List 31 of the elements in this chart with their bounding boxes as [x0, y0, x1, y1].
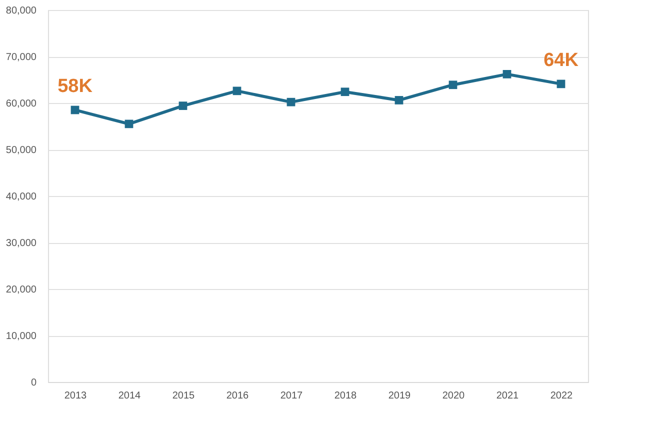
- y-tick-label: 30,000: [6, 238, 37, 249]
- point: [70, 106, 80, 114]
- point: [286, 98, 296, 106]
- y-tick-label: 50,000: [6, 145, 37, 156]
- point: [124, 120, 134, 128]
- point: [448, 80, 458, 90]
- point: [340, 88, 350, 96]
- x-tick-label: 2016: [226, 390, 250, 402]
- point: [232, 86, 242, 96]
- x-tick-label: 2022: [550, 390, 574, 402]
- y-tick-label: 60,000: [6, 98, 37, 110]
- x-tick-label: 2015: [172, 390, 196, 402]
- annotation: 58K: [58, 76, 93, 97]
- x-tick-label: 2014: [118, 390, 142, 402]
- point: [502, 70, 512, 78]
- x-tick-label: 2018: [334, 390, 358, 402]
- y-tick-label: 80,000: [6, 6, 37, 16]
- x-tick-label: 2013: [64, 390, 88, 402]
- x-tick-label: 2020: [442, 390, 466, 402]
- y-tick-label: 0: [30, 378, 37, 388]
- annotation: 64K: [544, 50, 579, 71]
- x-tick-label: 2019: [388, 390, 412, 402]
- point: [394, 96, 404, 104]
- point: [178, 102, 188, 110]
- y-tick-label: 20,000: [6, 284, 37, 296]
- x-tick-label: 2017: [280, 390, 304, 402]
- y-tick-label: 10,000: [6, 331, 37, 342]
- y-tick-label: 40,000: [6, 192, 37, 202]
- point: [556, 80, 566, 88]
- x-tick-label: 2021: [496, 390, 520, 402]
- y-tick-label: 70,000: [6, 52, 37, 63]
